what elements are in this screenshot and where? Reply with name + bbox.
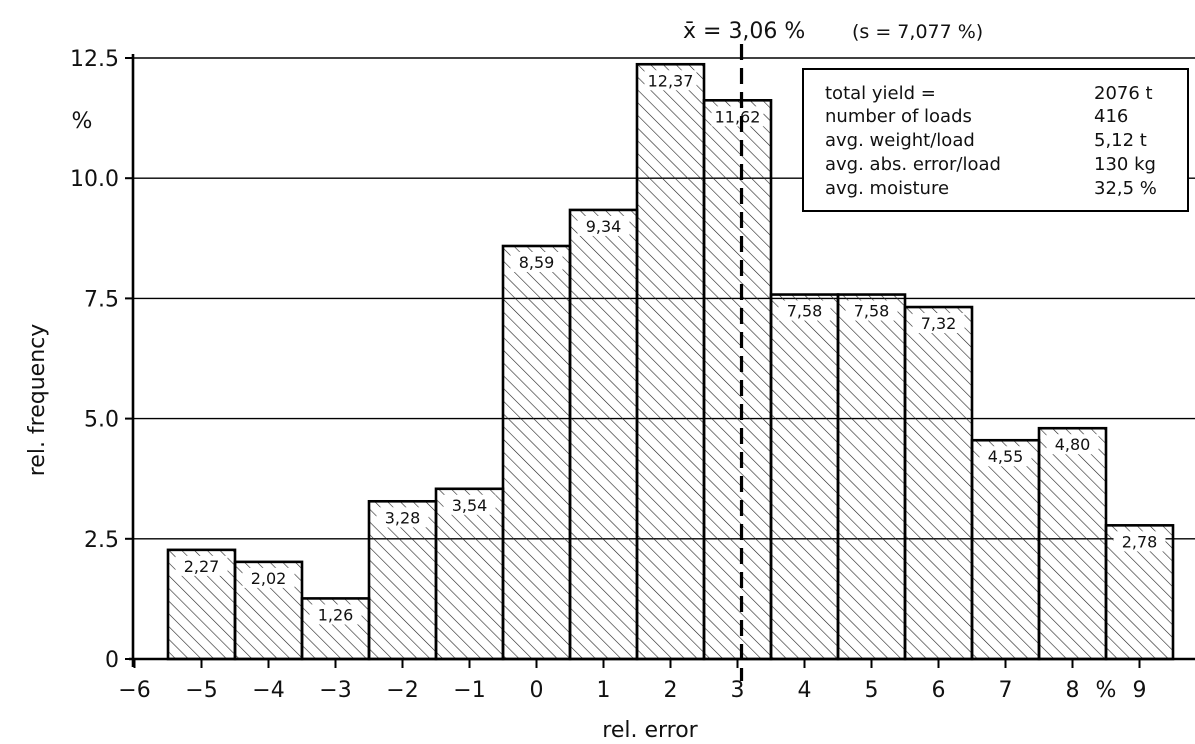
info-label-3: avg. abs. error/load [825, 154, 1001, 175]
y-tick-label-4: 10.0 [70, 167, 119, 192]
bar-label-bg-10 [845, 300, 898, 321]
y-axis-unit: % [72, 109, 93, 134]
x-axis-unit: % [1096, 678, 1117, 703]
x-tick-label-4: −2 [386, 678, 418, 703]
x-tick-label-6: 0 [530, 678, 544, 703]
bar-13 [1037, 426, 1108, 661]
mean-line-group: x̄ = 3,06 % (s = 7,077 %) [683, 19, 983, 681]
x-axis-title: rel. error [602, 718, 698, 743]
bar-label-7: 12,37 [648, 71, 694, 90]
x-tick-label-3: −3 [319, 678, 351, 703]
bar-label-bg-4 [443, 494, 496, 515]
info-label-4: avg. moisture [825, 178, 949, 199]
bar-8 [702, 99, 773, 661]
info-box: total yield = 2076 t number of loads 416… [802, 68, 1189, 212]
bar-7 [635, 62, 706, 661]
info-value-1: 416 [1094, 106, 1128, 127]
x-tick-label-15: 9 [1133, 678, 1147, 703]
bar-label-bg-0 [175, 555, 228, 576]
bar-label-bg-1 [242, 567, 295, 588]
info-label-2: avg. weight/load [825, 130, 975, 151]
bar-12 [970, 438, 1041, 661]
bar-label-11: 7,32 [921, 314, 957, 333]
info-value-3: 130 kg [1094, 154, 1156, 175]
bar-3 [367, 499, 438, 661]
bar-6 [568, 208, 639, 661]
bar-label-2: 1,26 [318, 605, 354, 624]
info-label-1: number of loads [825, 106, 972, 127]
mean-sd-label: (s = 7,077 %) [852, 21, 983, 43]
x-tick-label-2: −4 [252, 678, 284, 703]
bar-label-bg-7 [644, 70, 697, 91]
bar-label-12: 4,55 [988, 447, 1024, 466]
bar-9 [769, 293, 840, 661]
bars: 2,27 2,02 1,26 3,28 3,54 8,59 9,34 12,37 11,62 7,… [166, 62, 1175, 661]
bar-label-5: 8,59 [519, 253, 555, 272]
bar-label-bg-2 [309, 604, 362, 625]
x-tick-label-10: 4 [798, 678, 812, 703]
x-tick-label-8: 2 [664, 678, 678, 703]
y-tick-label-0: 0 [105, 648, 119, 673]
x-tick-label-0: −6 [118, 678, 150, 703]
bar-5 [501, 244, 572, 661]
info-value-4: 32,5 % [1094, 178, 1157, 199]
bar-label-8: 11,62 [715, 107, 761, 126]
axes [125, 54, 1195, 668]
bar-label-0: 2,27 [184, 557, 220, 576]
x-tick-label-1: −5 [185, 678, 217, 703]
info-box-frame [802, 68, 1189, 212]
bar-label-14: 2,78 [1122, 532, 1158, 551]
bar-label-9: 7,58 [787, 302, 823, 321]
bar-label-1: 2,02 [251, 569, 287, 588]
y-axis-title: rel. frequency [25, 324, 50, 477]
x-tick-label-14: 8 [1066, 678, 1080, 703]
y-tick-label-1: 2.5 [84, 528, 119, 553]
mean-label: x̄ = 3,06 % [683, 19, 805, 44]
bar-label-bg-12 [979, 446, 1032, 467]
y-tick-label-3: 7.5 [84, 287, 119, 312]
bar-label-10: 7,58 [854, 302, 890, 321]
info-value-0: 2076 t [1094, 83, 1153, 104]
bar-label-bg-5 [510, 251, 563, 272]
bar-label-6: 9,34 [586, 217, 622, 236]
x-tick-label-9: 3 [731, 678, 745, 703]
bar-11 [903, 305, 974, 661]
bar-4 [434, 487, 505, 661]
info-label-0: total yield = [825, 83, 936, 104]
bar-label-3: 3,28 [385, 508, 421, 527]
info-value-2: 5,12 t [1094, 130, 1147, 151]
bar-label-13: 4,80 [1055, 435, 1091, 454]
bar-label-bg-6 [577, 215, 630, 236]
x-tick-label-5: −1 [453, 678, 485, 703]
x-tick-label-11: 5 [865, 678, 879, 703]
bar-label-bg-8 [711, 106, 764, 127]
bar-10 [836, 293, 907, 661]
bar-label-bg-14 [1113, 531, 1166, 552]
bar-label-bg-11 [912, 313, 965, 334]
y-tick-label-5: 12.5 [70, 47, 119, 72]
tick-labels: 0 2.5 5.0 7.5 10.0 12.5 −6 −5 −4 −3 −2 −1 0 1 2 3 4 5 6 7 8 9… [70, 47, 1146, 703]
bar-label-4: 3,54 [452, 496, 488, 515]
y-tick-label-2: 5.0 [84, 408, 119, 433]
x-tick-label-13: 7 [999, 678, 1013, 703]
x-tick-label-12: 6 [932, 678, 946, 703]
bar-label-bg-13 [1046, 434, 1099, 455]
bar-label-bg-3 [376, 507, 429, 528]
x-tick-label-7: 1 [597, 678, 611, 703]
bar-label-bg-9 [778, 300, 831, 321]
